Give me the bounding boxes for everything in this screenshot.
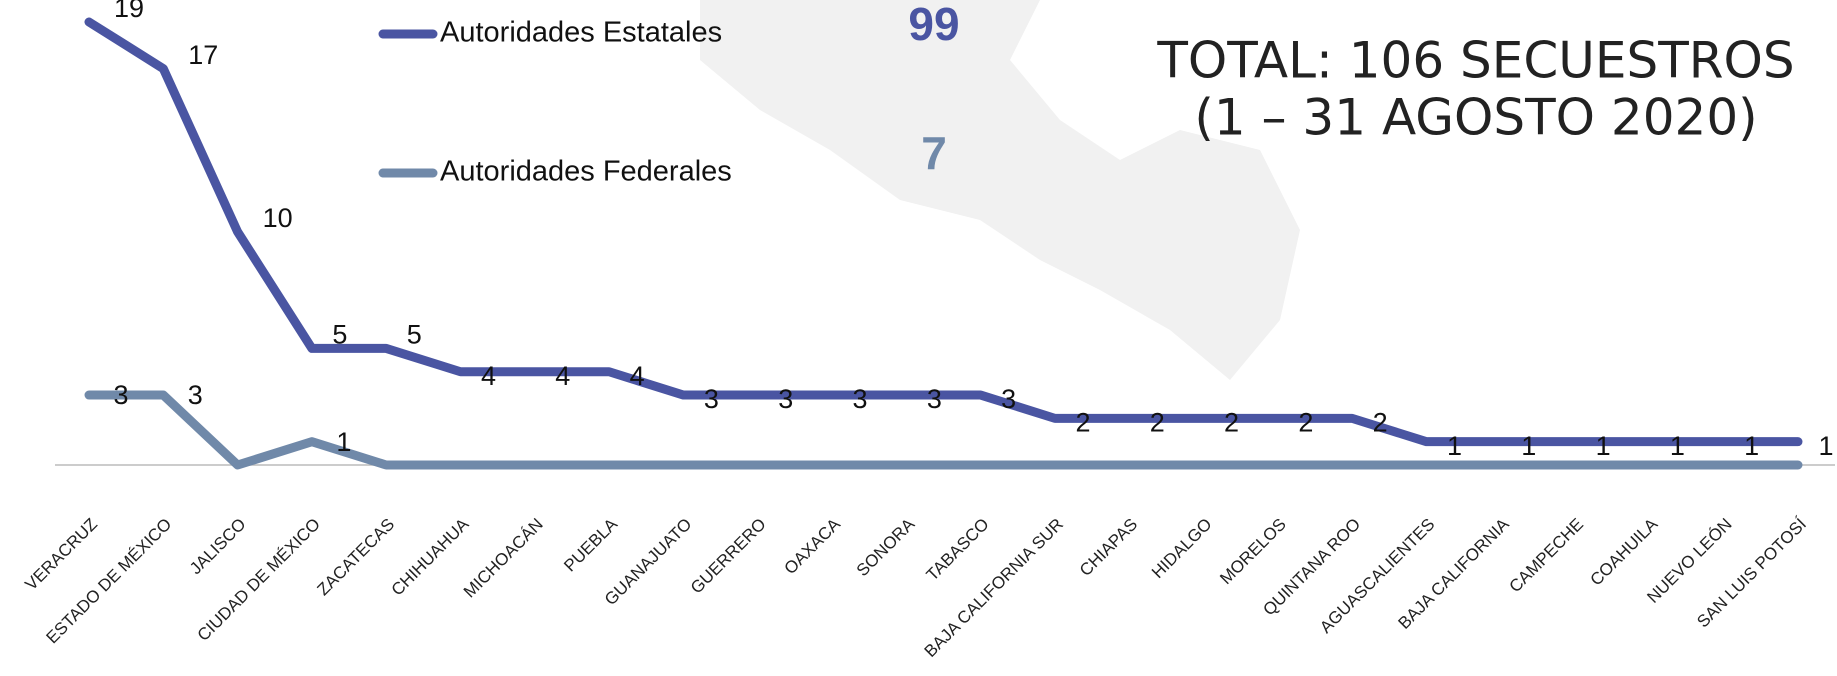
x-tick-label: MICHOACÁN (460, 515, 547, 602)
series-total: 7 (921, 127, 947, 179)
x-tick-label: MORELOS (1216, 515, 1290, 589)
data-label: 2 (1224, 407, 1239, 437)
x-tick-label: CAMPECHE (1506, 515, 1588, 597)
data-label: 4 (481, 361, 496, 391)
data-label: 3 (113, 380, 128, 410)
x-tick-label: OAXACA (781, 514, 845, 578)
data-label: 5 (332, 320, 347, 350)
x-tick-label: TABASCO (923, 515, 993, 585)
data-label: 2 (1298, 407, 1313, 437)
data-label: 1 (1596, 431, 1611, 461)
data-label: 1 (1818, 431, 1833, 461)
data-label: 2 (1373, 407, 1388, 437)
chart-title: (1 – 31 AGOSTO 2020) (1194, 89, 1757, 147)
data-label: 2 (1075, 407, 1090, 437)
data-label: 10 (263, 203, 293, 233)
data-label: 1 (1521, 431, 1536, 461)
data-label: 2 (1150, 407, 1165, 437)
data-label: 3 (704, 384, 719, 414)
x-tick-label: ESTADO DE MÉXICO (43, 515, 176, 648)
x-tick-label: COAHUILA (1586, 514, 1661, 589)
data-label: 1 (1670, 431, 1685, 461)
data-label: 3 (927, 384, 942, 414)
x-tick-label: VERACRUZ (21, 515, 101, 595)
x-tick-label: JALISCO (186, 515, 250, 579)
map-background (700, 0, 1300, 380)
data-label: 4 (630, 361, 645, 391)
chart-title: TOTAL: 106 SECUESTROS (1156, 32, 1794, 90)
data-label: 3 (188, 380, 203, 410)
data-label: 19 (114, 0, 144, 23)
legend-label: Autoridades Estatales (440, 17, 722, 49)
data-label: 5 (407, 320, 422, 350)
data-label: 3 (1001, 384, 1016, 414)
data-label: 17 (188, 40, 218, 70)
data-label: 3 (778, 384, 793, 414)
x-tick-label: CIUDAD DE MÉXICO (194, 515, 324, 645)
x-tick-label: CHIAPAS (1076, 515, 1141, 580)
series-line (84, 17, 1803, 447)
x-tick-label: SONORA (853, 514, 919, 580)
series-total: 99 (908, 0, 959, 50)
x-tick-label: ZACATECAS (314, 515, 399, 600)
data-label: 1 (336, 427, 351, 457)
data-label: 4 (555, 361, 570, 391)
x-tick-label: GUERRERO (687, 515, 770, 598)
data-label: 3 (853, 384, 868, 414)
data-label: 1 (1744, 431, 1759, 461)
legend-label: Autoridades Federales (440, 156, 732, 188)
x-tick-label: PUEBLA (560, 514, 621, 575)
series-line (84, 390, 1803, 470)
data-label: 1 (1447, 431, 1462, 461)
x-tick-label: HIDALGO (1148, 515, 1216, 583)
x-tick-label: BAJA CALIFORNIA SUR (921, 515, 1067, 661)
